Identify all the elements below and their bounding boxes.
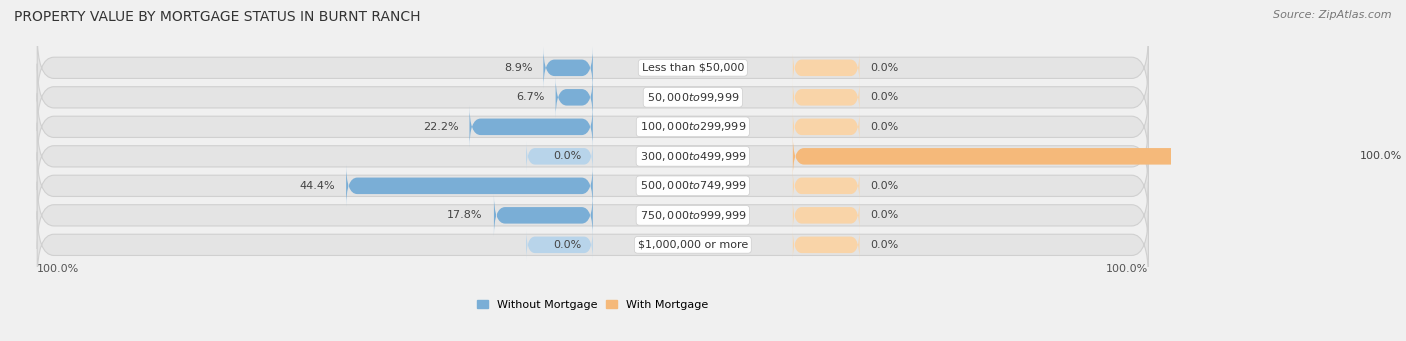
Text: 100.0%: 100.0% (1107, 264, 1149, 274)
Text: 0.0%: 0.0% (870, 210, 898, 220)
FancyBboxPatch shape (793, 135, 1348, 178)
Text: 17.8%: 17.8% (447, 210, 482, 220)
FancyBboxPatch shape (37, 34, 1149, 102)
Text: $50,000 to $99,999: $50,000 to $99,999 (647, 91, 740, 104)
FancyBboxPatch shape (346, 165, 593, 207)
Text: 44.4%: 44.4% (299, 181, 335, 191)
Text: Less than $50,000: Less than $50,000 (641, 63, 744, 73)
FancyBboxPatch shape (793, 200, 859, 231)
FancyBboxPatch shape (494, 194, 593, 237)
FancyBboxPatch shape (793, 170, 859, 201)
FancyBboxPatch shape (37, 152, 1149, 220)
FancyBboxPatch shape (37, 211, 1149, 279)
Text: $100,000 to $299,999: $100,000 to $299,999 (640, 120, 747, 133)
FancyBboxPatch shape (793, 229, 859, 260)
FancyBboxPatch shape (543, 47, 593, 89)
FancyBboxPatch shape (37, 93, 1149, 161)
Text: 22.2%: 22.2% (423, 122, 458, 132)
Text: 0.0%: 0.0% (870, 181, 898, 191)
Text: Source: ZipAtlas.com: Source: ZipAtlas.com (1274, 10, 1392, 20)
FancyBboxPatch shape (793, 82, 859, 113)
Text: PROPERTY VALUE BY MORTGAGE STATUS IN BURNT RANCH: PROPERTY VALUE BY MORTGAGE STATUS IN BUR… (14, 10, 420, 24)
FancyBboxPatch shape (526, 229, 593, 260)
FancyBboxPatch shape (526, 141, 593, 172)
Text: 6.7%: 6.7% (516, 92, 544, 102)
FancyBboxPatch shape (793, 112, 859, 142)
Text: 8.9%: 8.9% (503, 63, 533, 73)
FancyBboxPatch shape (37, 64, 1149, 131)
FancyBboxPatch shape (37, 182, 1149, 249)
Text: $1,000,000 or more: $1,000,000 or more (638, 240, 748, 250)
Legend: Without Mortgage, With Mortgage: Without Mortgage, With Mortgage (477, 300, 709, 310)
Text: 0.0%: 0.0% (870, 122, 898, 132)
Text: $750,000 to $999,999: $750,000 to $999,999 (640, 209, 747, 222)
Text: 0.0%: 0.0% (870, 92, 898, 102)
Text: 0.0%: 0.0% (870, 63, 898, 73)
FancyBboxPatch shape (37, 123, 1149, 190)
Text: 0.0%: 0.0% (554, 151, 582, 161)
FancyBboxPatch shape (793, 53, 859, 83)
Text: 100.0%: 100.0% (37, 264, 80, 274)
Text: 0.0%: 0.0% (870, 240, 898, 250)
Text: 100.0%: 100.0% (1360, 151, 1402, 161)
Text: $300,000 to $499,999: $300,000 to $499,999 (640, 150, 747, 163)
FancyBboxPatch shape (555, 76, 593, 119)
Text: 0.0%: 0.0% (554, 240, 582, 250)
Text: $500,000 to $749,999: $500,000 to $749,999 (640, 179, 747, 192)
FancyBboxPatch shape (470, 106, 593, 148)
